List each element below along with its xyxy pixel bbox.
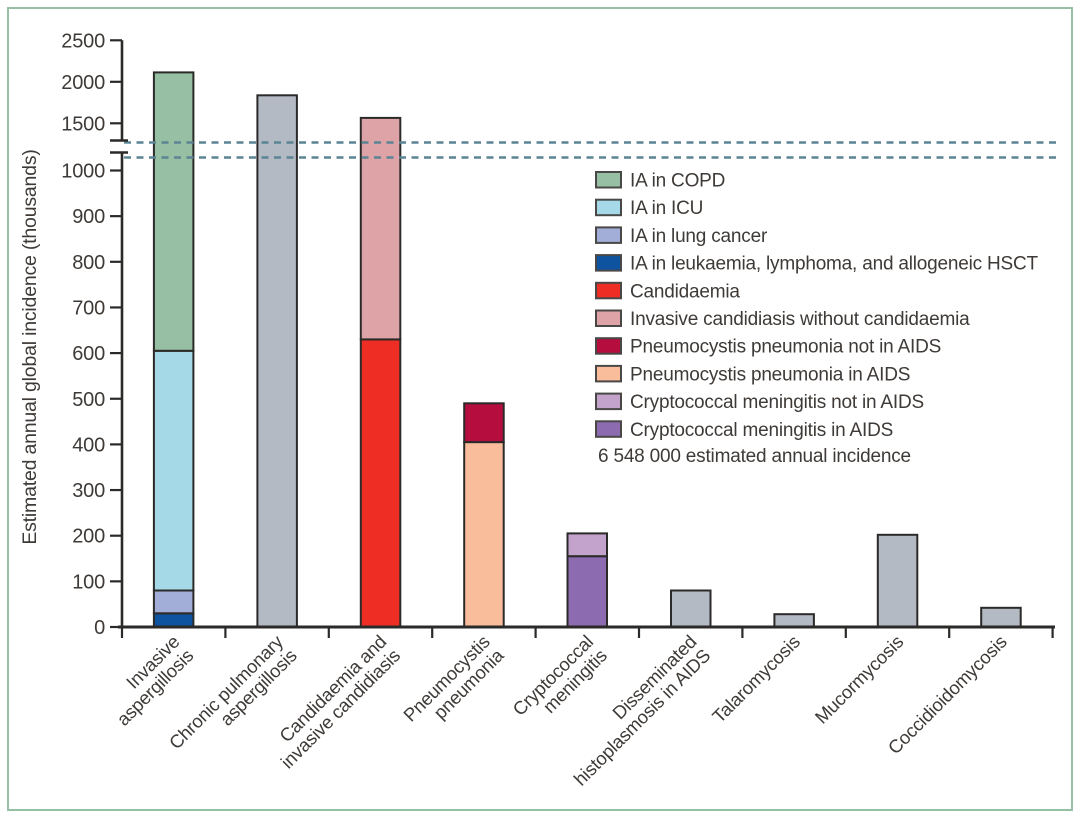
bar-segment <box>152 71 195 352</box>
bar-segment <box>980 606 1022 628</box>
legend-swatch <box>595 420 622 438</box>
y-tick-label: 800 <box>72 252 105 274</box>
bar-segment <box>152 612 195 628</box>
bar-segment <box>566 555 608 629</box>
bar-segment <box>152 349 195 592</box>
legend-label: IA in ICU <box>630 198 703 219</box>
legend-label: IA in lung cancer <box>630 226 768 247</box>
bar-segment <box>359 338 402 628</box>
y-tick-label: 100 <box>72 571 105 593</box>
bar-segment <box>256 94 298 629</box>
y-tick-label: 2000 <box>61 72 105 94</box>
bar-segment <box>463 441 505 628</box>
bar-segment <box>463 402 505 444</box>
bar-segment <box>566 532 608 558</box>
legend-annotation-total-incidence: 6 548 000 estimated annual incidence <box>598 446 911 467</box>
x-category-label: Cryptococcalmeningitis <box>508 631 611 734</box>
x-category-label: Pneumocystispneumonia <box>399 630 508 739</box>
x-category-label: Mucormycosis <box>811 631 908 728</box>
y-tick-label: 500 <box>72 389 105 411</box>
bar-segment <box>359 116 402 341</box>
legend-label: IA in COPD <box>630 171 725 192</box>
bar-segment <box>152 589 195 615</box>
legend-label: Cryptococcal meningitis in AIDS <box>630 420 893 441</box>
legend-swatch <box>595 226 622 244</box>
legend-swatch <box>595 392 622 411</box>
legend-swatch <box>595 364 622 383</box>
legend-label: Invasive candidiasis without candidaemia <box>630 309 970 330</box>
y-tick-label: 400 <box>72 434 105 456</box>
y-tick-label: 900 <box>72 206 105 228</box>
y-tick-label: 1500 <box>61 113 105 135</box>
y-tick-label: 200 <box>72 526 105 548</box>
x-category-label: Invasiveaspergillosis <box>99 631 198 730</box>
legend-swatch <box>595 171 622 189</box>
legend-swatch <box>595 281 622 300</box>
bar-segment <box>773 613 815 629</box>
legend-swatch <box>595 254 622 272</box>
legend-swatch <box>595 309 622 327</box>
legend-swatch <box>595 198 622 217</box>
y-tick-label: 600 <box>72 343 105 365</box>
bar-segment <box>876 533 919 628</box>
legend-label: Candidaemia <box>630 281 740 302</box>
y-tick-label: 300 <box>72 480 105 502</box>
y-tick-label: 0 <box>94 617 105 639</box>
legend-label: Pneumocystis pneumonia in AIDS <box>630 364 910 385</box>
y-axis-title: Estimated annual global incidence (thous… <box>19 149 41 544</box>
y-tick-label: 700 <box>72 297 105 319</box>
x-category-label: Talaromycosis <box>708 631 804 727</box>
y-tick-label: 2500 <box>61 30 105 52</box>
y-tick-label: 1000 <box>61 161 105 183</box>
legend-label: Pneumocystis pneumonia not in AIDS <box>630 337 941 358</box>
legend-label: Cryptococcal meningitis not in AIDS <box>630 392 924 413</box>
legend-swatch <box>595 337 622 355</box>
legend-label: IA in leukaemia, lymphoma, and allogenei… <box>630 254 1039 275</box>
bar-segment <box>670 589 712 628</box>
